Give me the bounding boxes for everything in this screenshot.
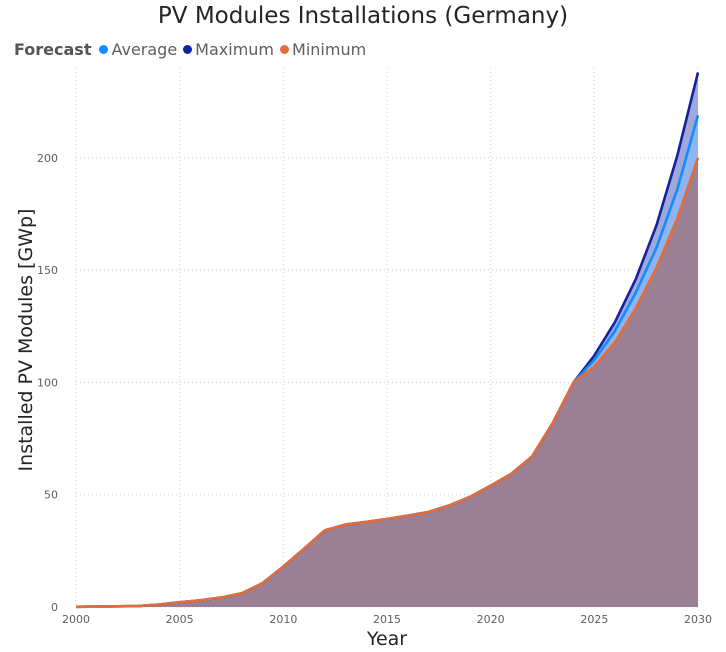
series-areas [76, 72, 698, 608]
x-tick-label-2030: 2030 [684, 613, 712, 626]
legend-title: Forecast [14, 39, 92, 59]
area-minimum [76, 157, 698, 608]
y-axis: 0 50 100 150 200 [37, 152, 58, 614]
y-tick-label-100: 100 [37, 376, 58, 389]
legend-item-maximum[interactable]: Maximum [183, 40, 274, 59]
x-tick-label-2005: 2005 [166, 613, 194, 626]
y-tick-label-200: 200 [37, 152, 58, 165]
x-tick-label-2000: 2000 [62, 613, 90, 626]
y-tick-label-150: 150 [37, 264, 58, 277]
x-axis-title: Year [366, 628, 407, 650]
line-minimum[interactable] [75, 157, 700, 609]
x-tick-label-2025: 2025 [580, 613, 608, 626]
chart-title: PV Modules Installations (Germany) [157, 3, 569, 29]
legend-label-maximum: Maximum [195, 39, 275, 59]
legend: Forecast Average Maximum Minimum [14, 38, 372, 60]
y-tick-label-50: 50 [44, 489, 58, 502]
x-tick-label-2015: 2015 [373, 613, 401, 626]
legend-dot-minimum [280, 44, 290, 54]
x-axis: 2000 2005 2010 2015 2020 2025 2030 [62, 613, 712, 626]
legend-label-average: Average [111, 39, 178, 59]
legend-label-minimum: Minimum [292, 39, 367, 59]
legend-dot-average [99, 44, 109, 54]
y-tick-label-0: 0 [51, 601, 58, 614]
legend-item-minimum[interactable]: Minimum [280, 40, 366, 59]
legend-item-average[interactable]: Average [99, 40, 177, 59]
series-lines [75, 72, 700, 609]
x-tick-label-2020: 2020 [477, 613, 505, 626]
x-tick-label-2010: 2010 [269, 613, 297, 626]
legend-dot-maximum [183, 44, 193, 54]
y-axis-title: Installed PV Modules [GWp] [15, 209, 37, 472]
